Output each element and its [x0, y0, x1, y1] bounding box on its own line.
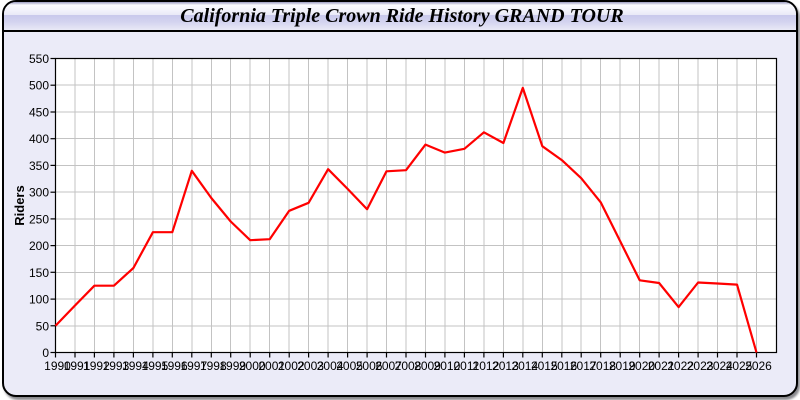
svg-text:200: 200	[29, 239, 49, 253]
svg-text:2020: 2020	[628, 359, 655, 373]
svg-text:2014: 2014	[511, 359, 538, 373]
svg-text:350: 350	[29, 159, 49, 173]
svg-text:2003: 2003	[297, 359, 324, 373]
svg-text:1996: 1996	[161, 359, 188, 373]
svg-text:250: 250	[29, 212, 49, 226]
svg-text:2019: 2019	[609, 359, 636, 373]
svg-text:1995: 1995	[142, 359, 169, 373]
svg-text:2013: 2013	[492, 359, 519, 373]
svg-text:2004: 2004	[317, 359, 344, 373]
svg-text:1999: 1999	[219, 359, 246, 373]
svg-text:2023: 2023	[687, 359, 714, 373]
svg-text:1991: 1991	[64, 359, 91, 373]
svg-text:2025: 2025	[726, 359, 753, 373]
svg-text:2005: 2005	[336, 359, 363, 373]
svg-text:1998: 1998	[200, 359, 227, 373]
svg-text:1994: 1994	[122, 359, 149, 373]
svg-text:2002: 2002	[278, 359, 305, 373]
svg-text:400: 400	[29, 132, 49, 146]
svg-text:2018: 2018	[589, 359, 616, 373]
svg-text:2000: 2000	[239, 359, 266, 373]
svg-text:1992: 1992	[83, 359, 110, 373]
svg-text:Riders: Riders	[12, 185, 27, 225]
svg-text:50: 50	[36, 319, 50, 333]
svg-text:2015: 2015	[531, 359, 558, 373]
svg-text:300: 300	[29, 186, 49, 200]
svg-text:2017: 2017	[570, 359, 597, 373]
svg-text:2022: 2022	[667, 359, 694, 373]
svg-text:100: 100	[29, 293, 49, 307]
svg-text:1997: 1997	[180, 359, 207, 373]
svg-text:2012: 2012	[473, 359, 500, 373]
svg-text:2010: 2010	[434, 359, 461, 373]
svg-text:150: 150	[29, 266, 49, 280]
svg-text:2009: 2009	[414, 359, 441, 373]
svg-text:2006: 2006	[356, 359, 383, 373]
svg-text:2001: 2001	[258, 359, 285, 373]
svg-text:1990: 1990	[44, 359, 71, 373]
svg-text:2026: 2026	[745, 359, 772, 373]
svg-text:2021: 2021	[648, 359, 675, 373]
svg-text:500: 500	[29, 79, 49, 93]
svg-text:2011: 2011	[453, 359, 479, 373]
svg-text:2016: 2016	[550, 359, 577, 373]
svg-text:1993: 1993	[103, 359, 130, 373]
svg-text:2008: 2008	[395, 359, 422, 373]
svg-text:2007: 2007	[375, 359, 402, 373]
svg-text:2024: 2024	[706, 359, 733, 373]
svg-text:450: 450	[29, 106, 49, 120]
svg-text:0: 0	[42, 346, 49, 360]
svg-text:550: 550	[29, 52, 49, 66]
